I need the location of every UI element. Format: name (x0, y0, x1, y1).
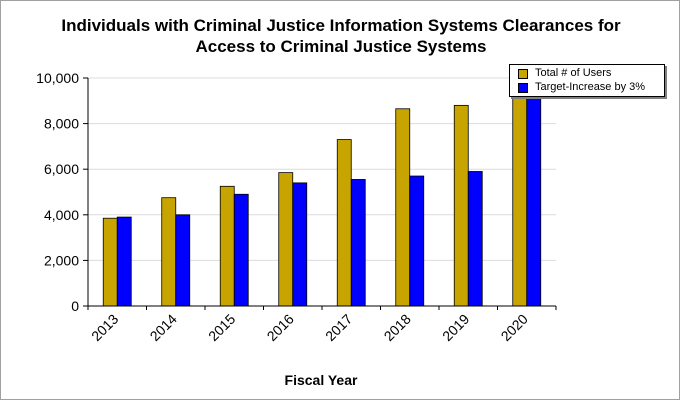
legend-label-total-users: Total # of Users (535, 67, 612, 79)
bar-target-2015 (233, 193, 249, 307)
x-tick-label: 2019 (439, 311, 472, 344)
legend-item-total-users: Total # of Users (518, 67, 611, 80)
bar-total-users-2015 (219, 185, 235, 307)
x-axis-label: Fiscal Year (284, 372, 358, 388)
bar-total-users-2016 (278, 172, 294, 307)
y-tick-label: 6,000 (44, 161, 79, 177)
bar-target-2013 (116, 216, 132, 307)
bar-target-2014 (175, 214, 191, 307)
y-tick-label: 4,000 (44, 207, 79, 223)
bar-total-users-2019 (453, 104, 469, 307)
legend-swatch-target (518, 82, 528, 93)
y-tick-label: 2,000 (44, 252, 79, 268)
x-tick-label: 2013 (88, 311, 121, 344)
chart-title: Individuals with Criminal Justice Inform… (1, 15, 680, 57)
y-tick-label: 10,000 (36, 70, 79, 86)
chart-title-line-1: Individuals with Criminal Justice Inform… (61, 16, 621, 35)
bar-total-users-2017 (336, 139, 352, 307)
bar-target-2017 (350, 179, 366, 307)
x-tick-label: 2017 (322, 311, 355, 344)
x-tick-label: 2016 (264, 311, 297, 344)
legend-item-target: Target-Increase by 3% (518, 81, 645, 94)
bar-total-users-2014 (161, 197, 177, 307)
legend: Total # of Users Target-Increase by 3% (509, 64, 665, 97)
y-tick-label: 8,000 (44, 116, 79, 132)
x-tick-label: 2018 (381, 311, 414, 344)
bar-total-users-2018 (395, 108, 411, 307)
bar-target-2018 (409, 175, 425, 307)
bar-total-users-2020 (512, 77, 528, 307)
x-tick-label: 2015 (205, 311, 238, 344)
bar-target-2020 (526, 77, 542, 307)
legend-label-target: Target-Increase by 3% (535, 81, 646, 93)
x-tick-label: 2020 (498, 311, 531, 344)
x-tick-label: 2014 (147, 311, 180, 344)
legend-swatch-total-users (518, 68, 528, 79)
chart-title-line-2: Access to Criminal Justice Systems (195, 37, 487, 56)
y-tick-label: 0 (71, 298, 79, 314)
bar-target-2019 (467, 171, 483, 307)
bar-total-users-2013 (102, 217, 118, 307)
bar-target-2016 (292, 182, 308, 307)
